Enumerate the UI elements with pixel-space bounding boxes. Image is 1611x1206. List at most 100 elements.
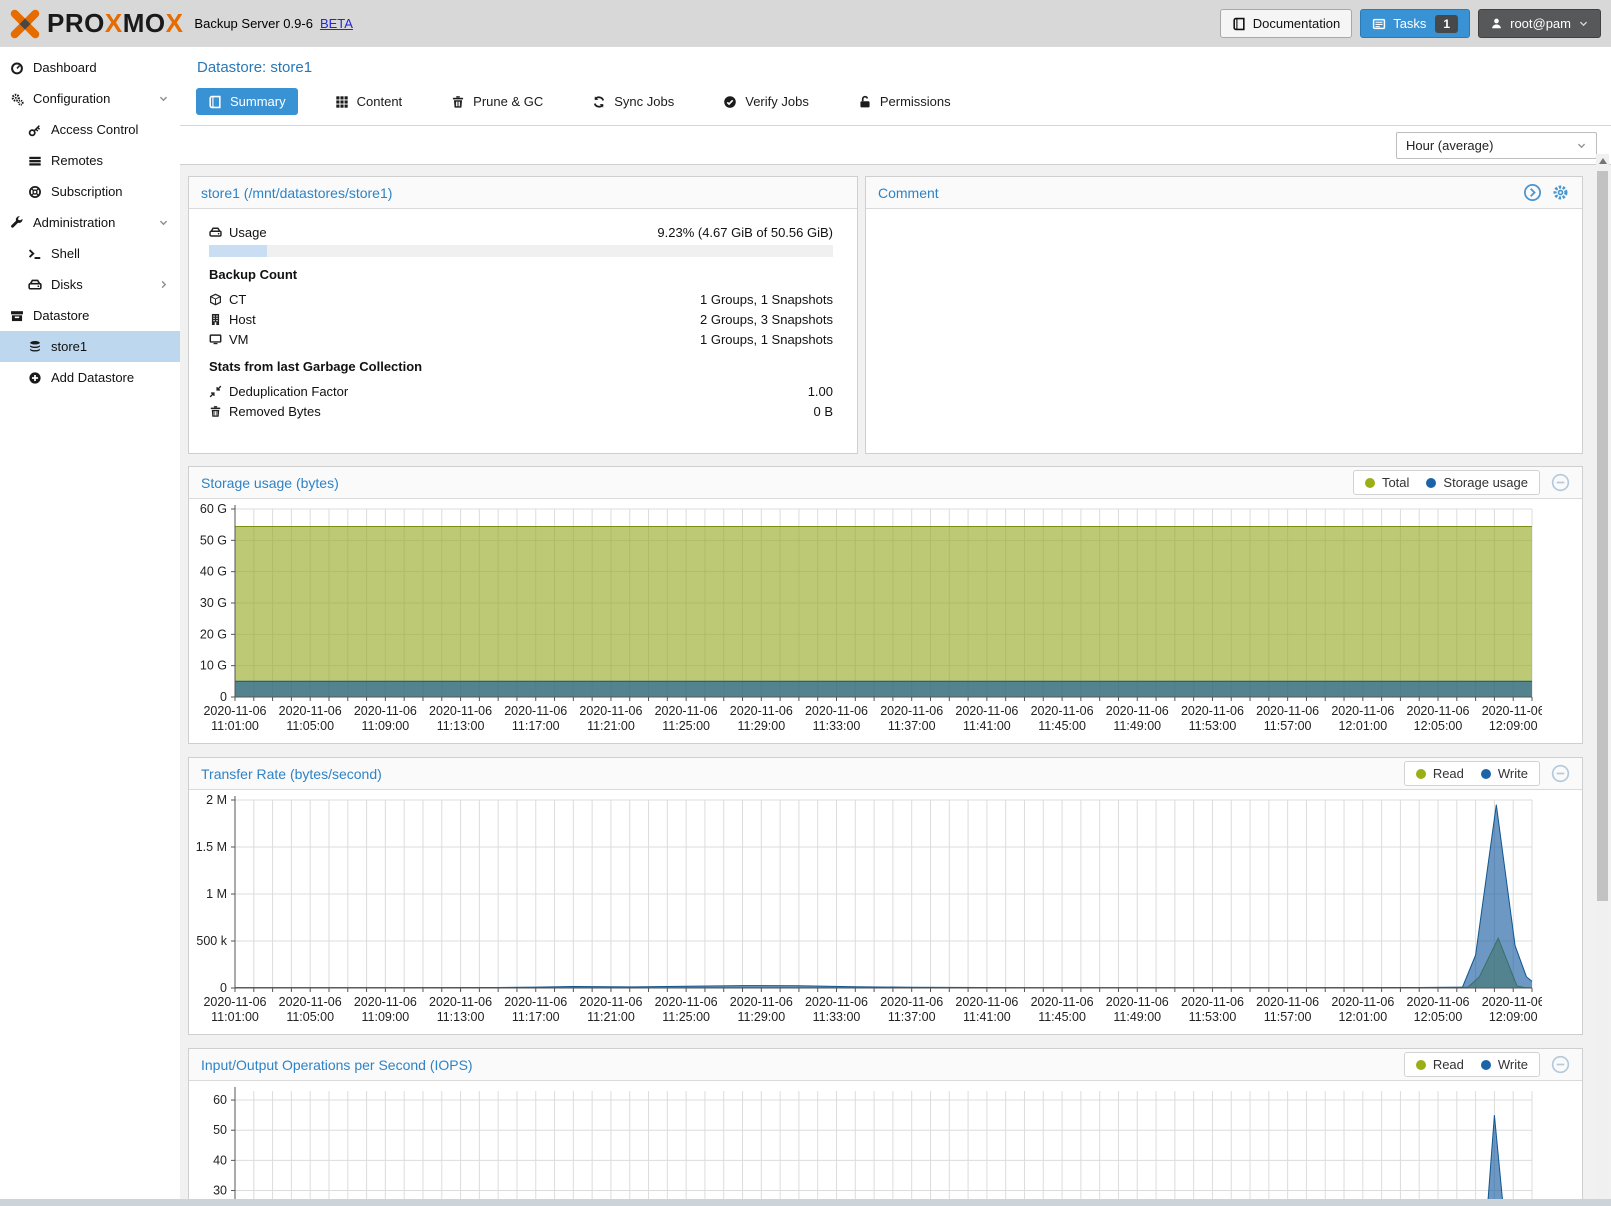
svg-text:2020-11-06: 2020-11-06 (1106, 704, 1169, 718)
tab-content[interactable]: Content (323, 88, 415, 115)
collapse-panel-icon[interactable] (1551, 764, 1570, 783)
book-icon (209, 95, 221, 108)
life-ring-icon (29, 185, 41, 198)
svg-text:11:13:00: 11:13:00 (437, 1010, 485, 1024)
svg-text:2020-11-06: 2020-11-06 (880, 995, 943, 1009)
chart-legend: Total Storage usage (1352, 470, 1540, 495)
legend-item-total[interactable]: Total (1364, 475, 1409, 490)
comment-panel: Comment (865, 176, 1583, 454)
svg-text:2020-11-06: 2020-11-06 (805, 704, 868, 718)
tab-prune-gc[interactable]: Prune & GC (439, 88, 555, 115)
database-icon (30, 340, 40, 352)
collapse-panel-icon[interactable] (1551, 473, 1570, 492)
chevron-circle-icon[interactable] (1523, 183, 1542, 202)
panel-title: Transfer Rate (bytes/second) (201, 765, 382, 782)
sidebar-item-store1[interactable]: store1 (0, 331, 180, 362)
sidebar-item-shell[interactable]: Shell (0, 238, 180, 269)
documentation-button[interactable]: Documentation (1219, 9, 1353, 38)
tab-verify-jobs[interactable]: Verify Jobs (711, 88, 821, 115)
svg-text:11:33:00: 11:33:00 (813, 1010, 861, 1024)
chart-legend: Read Write (1403, 1052, 1540, 1077)
sidebar-item-configuration[interactable]: Configuration (0, 83, 180, 114)
svg-text:1.5 M: 1.5 M (196, 840, 227, 854)
unlock-icon (860, 95, 870, 107)
sidebar-item-subscription[interactable]: Subscription (0, 176, 180, 207)
legend-item-write[interactable]: Write (1480, 766, 1528, 781)
svg-text:20 G: 20 G (200, 627, 227, 641)
backup-count-heading: Backup Count (209, 267, 298, 282)
svg-text:12:01:00: 12:01:00 (1338, 1010, 1387, 1024)
svg-text:11:05:00: 11:05:00 (286, 1010, 334, 1024)
svg-text:11:05:00: 11:05:00 (286, 719, 334, 733)
svg-text:2020-11-06: 2020-11-06 (730, 995, 793, 1009)
svg-text:11:49:00: 11:49:00 (1113, 1010, 1161, 1024)
compress-icon (209, 385, 222, 397)
legend-item-write[interactable]: Write (1480, 1057, 1528, 1072)
user-menu-button[interactable]: root@pam (1478, 9, 1601, 38)
legend-item-read[interactable]: Read (1415, 1057, 1464, 1072)
gc-stats-heading: Stats from last Garbage Collection (209, 359, 423, 374)
panel-title: store1 (/mnt/datastores/store1) (201, 184, 393, 201)
legend-item-storage-usage[interactable]: Storage usage (1426, 475, 1528, 490)
svg-text:2020-11-06: 2020-11-06 (1407, 995, 1470, 1009)
legend-dot (1480, 1059, 1491, 1070)
tab-summary[interactable]: Summary (196, 88, 298, 115)
svg-text:2020-11-06: 2020-11-06 (805, 995, 868, 1009)
chevron-down-icon (159, 220, 168, 226)
tab-sync-jobs[interactable]: Sync Jobs (580, 88, 686, 115)
sidebar-item-dashboard[interactable]: Dashboard (0, 52, 180, 83)
usage-value: 9.23% (4.67 GiB of 50.56 GiB) (657, 224, 833, 240)
tasks-button[interactable]: Tasks 1 (1360, 9, 1471, 38)
storage-usage-panel: Storage usage (bytes) Total Storage usag… (188, 466, 1583, 744)
sync-icon (594, 95, 605, 108)
svg-text:11:57:00: 11:57:00 (1264, 1010, 1312, 1024)
archive-box-icon (11, 310, 23, 321)
gear-icon[interactable] (1551, 183, 1570, 202)
trash-icon (453, 95, 464, 108)
tab-permissions[interactable]: Permissions (846, 88, 963, 115)
comment-field[interactable] (866, 209, 1582, 453)
time-range-select[interactable]: Hour (average) (1396, 131, 1597, 159)
book-icon (1233, 17, 1245, 30)
vertical-scrollbar[interactable] (1596, 154, 1609, 1206)
datastore-tabs: Summary Content Prune & GC (180, 80, 1611, 126)
product-version: Backup Server 0.9-6 (194, 16, 313, 31)
legend-item-read[interactable]: Read (1415, 766, 1464, 781)
scrollbar-up-arrow[interactable] (1596, 154, 1609, 169)
legend-dot (1415, 1059, 1426, 1070)
svg-text:11:37:00: 11:37:00 (888, 1010, 936, 1024)
svg-text:2020-11-06: 2020-11-06 (203, 995, 266, 1009)
chevron-down-icon (159, 96, 168, 102)
beta-link[interactable]: BETA (319, 16, 353, 31)
sidebar-item-administration[interactable]: Administration (0, 207, 180, 238)
svg-text:11:25:00: 11:25:00 (662, 719, 710, 733)
backup-count-row-ct: CT 1 Groups, 1 Snapshots (209, 289, 833, 309)
sidebar-item-access-control[interactable]: Access Control (0, 114, 180, 145)
usage-row: Usage 9.23% (4.67 GiB of 50.56 GiB) (209, 222, 833, 242)
scrollbar-thumb[interactable] (1597, 171, 1608, 901)
svg-text:11:09:00: 11:09:00 (362, 719, 410, 733)
svg-text:11:17:00: 11:17:00 (512, 719, 560, 733)
svg-text:2020-11-06: 2020-11-06 (1331, 995, 1394, 1009)
sidebar-item-remotes[interactable]: Remotes (0, 145, 180, 176)
svg-text:12:09:00: 12:09:00 (1489, 1010, 1538, 1024)
svg-text:11:41:00: 11:41:00 (963, 719, 1011, 733)
svg-text:0: 0 (220, 981, 227, 995)
svg-text:2020-11-06: 2020-11-06 (1031, 704, 1094, 718)
svg-text:2020-11-06: 2020-11-06 (203, 704, 266, 718)
svg-text:60: 60 (213, 1093, 227, 1107)
svg-text:60 G: 60 G (200, 502, 227, 516)
collapse-panel-icon[interactable] (1551, 1055, 1570, 1074)
sidebar-item-add-datastore[interactable]: Add Datastore (0, 362, 180, 393)
svg-text:1 M: 1 M (206, 887, 227, 901)
panel-header: Storage usage (bytes) Total Storage usag… (189, 467, 1582, 499)
grid-icon (335, 95, 348, 108)
svg-text:11:37:00: 11:37:00 (888, 719, 936, 733)
usage-progress-bar (209, 245, 833, 257)
svg-text:2020-11-06: 2020-11-06 (1106, 995, 1169, 1009)
sidebar-item-datastore[interactable]: Datastore (0, 300, 180, 331)
svg-text:2020-11-06: 2020-11-06 (354, 995, 417, 1009)
key-icon (28, 124, 41, 136)
sidebar-item-disks[interactable]: Disks (0, 269, 180, 300)
